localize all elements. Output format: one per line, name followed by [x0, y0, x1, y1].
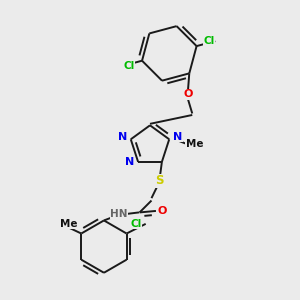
- Text: Cl: Cl: [204, 36, 215, 46]
- Text: Me: Me: [186, 139, 203, 149]
- Text: N: N: [173, 132, 182, 142]
- Text: N: N: [125, 158, 134, 167]
- Text: Cl: Cl: [130, 219, 142, 229]
- Text: HN: HN: [110, 209, 128, 219]
- Text: O: O: [157, 206, 167, 216]
- Text: O: O: [183, 89, 193, 99]
- Text: N: N: [118, 132, 127, 142]
- Text: S: S: [155, 174, 163, 187]
- Text: Me: Me: [60, 219, 78, 229]
- Text: Cl: Cl: [124, 61, 135, 71]
